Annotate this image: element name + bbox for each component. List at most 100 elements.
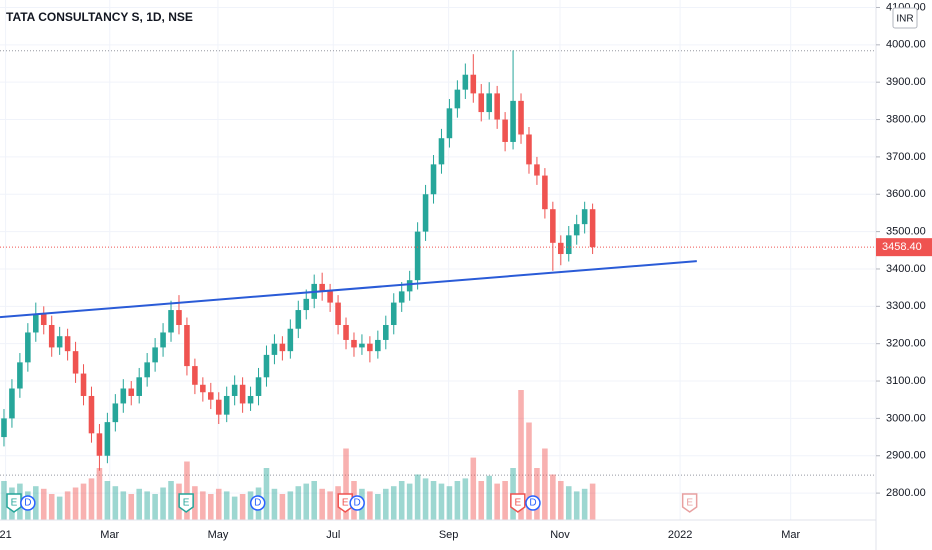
x-tick-label: 2022	[668, 529, 692, 541]
y-tick-label: 3400.00	[886, 263, 926, 275]
candle-body	[454, 89, 461, 109]
x-tick-label: Mar	[100, 529, 119, 541]
volume-bar	[462, 478, 469, 520]
volume-bar	[136, 488, 142, 520]
candle-body	[56, 336, 63, 348]
candle-body	[33, 313, 39, 333]
y-tick-label: 3300.00	[886, 300, 926, 312]
currency-label: INR	[896, 14, 913, 25]
x-tick-label: Sep	[439, 529, 459, 541]
volume-bar	[184, 461, 190, 520]
volume-bar	[231, 496, 238, 520]
event-marker	[510, 493, 526, 513]
event-marker	[249, 495, 266, 511]
event-marker	[6, 493, 22, 513]
volume-bar	[573, 491, 580, 520]
candle-body	[1, 418, 7, 438]
candle-body	[120, 388, 127, 404]
candle-body	[152, 347, 158, 363]
volume-bar	[470, 457, 477, 520]
currency-badge[interactable]	[892, 7, 918, 29]
candle-body	[247, 395, 254, 404]
y-tick-label: 3600.00	[886, 188, 926, 200]
event-marker	[525, 495, 541, 511]
candle-body	[422, 194, 429, 232]
y-tick-label: 3700.00	[886, 151, 926, 163]
volume-bar	[589, 483, 596, 520]
volume-bar	[72, 487, 79, 520]
candle-body	[144, 362, 150, 378]
event-marker	[20, 495, 36, 511]
event-marker	[349, 495, 365, 511]
candle-body	[534, 164, 540, 176]
candle-body	[319, 283, 325, 292]
event-marker	[337, 493, 353, 513]
y-tick-label: 3200.00	[886, 338, 926, 350]
volume-bar	[96, 468, 103, 520]
y-tick-label: 3100.00	[886, 375, 926, 387]
volume-bar	[383, 488, 389, 520]
volume-bar	[327, 491, 333, 520]
candle-body	[430, 164, 437, 195]
candle-body	[383, 325, 389, 340]
candle-body	[573, 224, 580, 236]
volume-bar	[215, 488, 222, 520]
trendline	[0, 260, 697, 319]
candle-body	[494, 93, 500, 120]
volume-bar	[550, 474, 556, 520]
volume-bar	[168, 481, 174, 520]
candle-body	[581, 209, 588, 225]
x-tick-label: Jul	[326, 529, 340, 541]
event-label: E	[11, 498, 18, 509]
candle-body	[255, 377, 262, 396]
candle-body	[176, 310, 182, 325]
last-price-label: 3458.40	[882, 241, 922, 253]
event-marker	[178, 493, 194, 513]
event-label: D	[529, 498, 536, 509]
candle-body	[279, 343, 286, 352]
volume-bar	[200, 491, 206, 520]
candle-body	[271, 343, 278, 355]
candle-body	[565, 235, 572, 255]
candle-body	[518, 100, 524, 135]
candle-body	[104, 422, 111, 456]
candle-body	[438, 138, 445, 165]
volume-bar	[64, 491, 71, 520]
event-label: E	[686, 498, 693, 509]
candle-body	[136, 377, 142, 396]
candle-body	[502, 119, 508, 142]
y-tick-label: 3000.00	[886, 412, 926, 424]
volume-bar	[565, 486, 572, 520]
volume-bar	[375, 494, 381, 520]
volume-bar	[48, 494, 55, 520]
event-label: E	[515, 498, 522, 509]
candle-body	[589, 209, 596, 248]
candle-body	[72, 351, 79, 374]
candle-body	[414, 231, 421, 281]
candle-body	[96, 433, 103, 456]
candle-body	[398, 291, 405, 303]
candle-body	[558, 242, 564, 255]
candle-body	[168, 310, 174, 333]
candle-body	[215, 399, 222, 415]
chart-title: TATA CONSULTANCY S, 1D, NSE	[6, 10, 193, 24]
volume-bar	[367, 491, 373, 520]
x-tick-label: Mar	[781, 529, 800, 541]
last-price-box	[876, 238, 932, 257]
volume-bar	[343, 448, 349, 520]
volume-bar	[438, 483, 445, 520]
event-label: E	[183, 498, 190, 509]
volume-bar	[287, 491, 294, 520]
volume-bar	[279, 494, 286, 520]
y-tick-label: 3900.00	[886, 76, 926, 88]
volume-bar	[494, 483, 500, 520]
event-label: D	[254, 498, 261, 509]
volume-bar	[239, 494, 246, 520]
candle-body	[542, 175, 548, 210]
candle-body	[406, 280, 413, 292]
volume-bar	[558, 481, 564, 520]
volume-bar	[80, 483, 87, 520]
